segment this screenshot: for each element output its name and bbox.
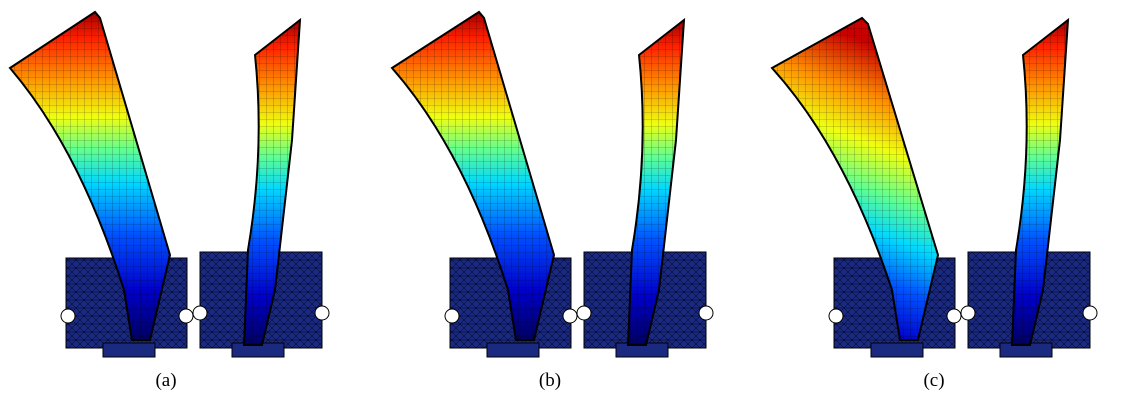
panel-caption: (c) [923,370,944,391]
panel-b: (b) [390,10,707,391]
blade-view-left [390,10,572,358]
blade-root-foot [102,342,156,358]
panel-caption: (b) [539,370,561,391]
blade-root-foot [486,342,540,358]
blade-view-left [8,10,188,358]
blade-view-right [199,17,323,358]
panel-c: (c) [770,16,1091,391]
panel-caption: (a) [155,370,176,391]
blade-view-left [770,16,956,358]
blade-root-foot [870,342,924,358]
blade-view-right [583,17,707,358]
panel-a: (a) [8,10,323,391]
root-notches [60,305,1098,324]
blade-view-right [967,17,1091,358]
